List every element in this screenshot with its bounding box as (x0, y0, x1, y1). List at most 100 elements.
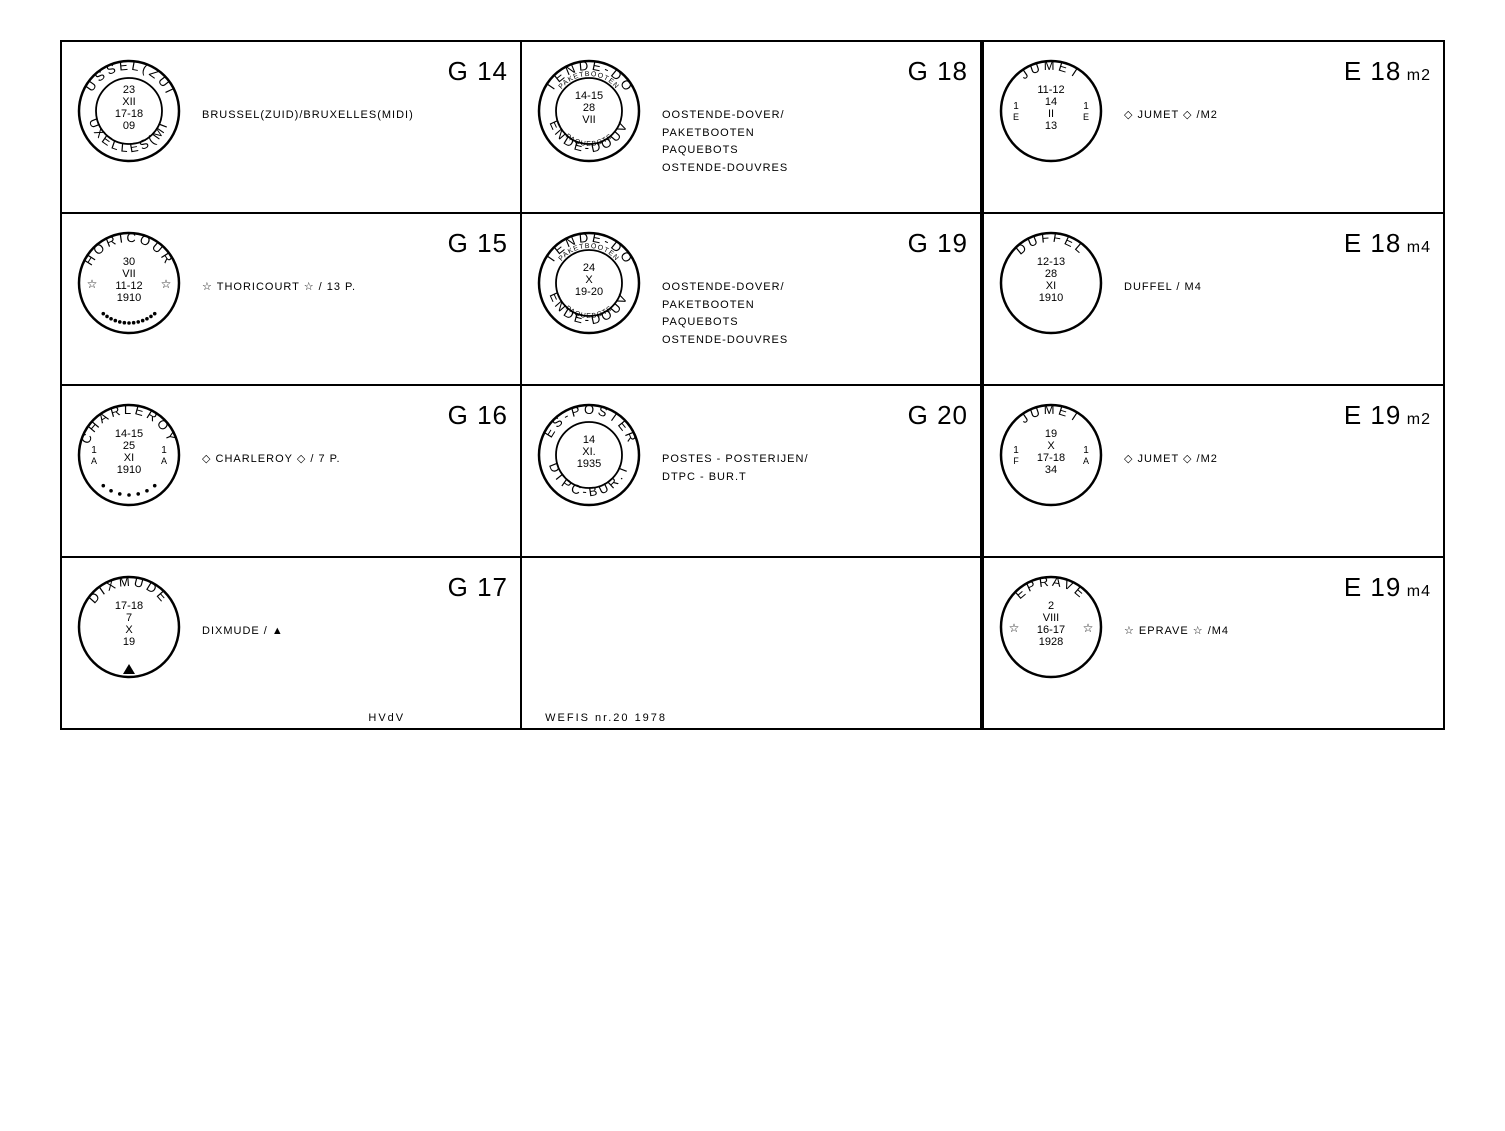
svg-text:1: 1 (1013, 445, 1019, 456)
svg-text:19: 19 (1045, 428, 1057, 440)
postmark: POSTES-POSTERIJENDTPC-BUR.T14XI.1935 (534, 400, 644, 510)
svg-text:X: X (125, 624, 133, 636)
cell-text: G 18OOSTENDE-DOVER/PAKETBOOTENPAQUEBOTSO… (654, 56, 968, 177)
svg-text:JUMET: JUMET (1017, 402, 1084, 426)
svg-text:17-18: 17-18 (115, 108, 143, 120)
svg-text:XII: XII (122, 96, 135, 108)
svg-text:14-15: 14-15 (575, 90, 603, 102)
catalog-desc: ☆ EPRAVE ☆ /m4 (1124, 623, 1431, 641)
cell-empty (522, 558, 980, 728)
row-r4: EPRAVE☆☆2VIII16-171928E 19 m4☆ EPRAVE ☆ … (984, 558, 1443, 728)
cell-g15: THORICOURT☆☆30VII11-121910G 15☆ THORICOU… (62, 214, 522, 384)
catalog-desc: ☆ THORICOURT ☆ / 13 p. (202, 279, 508, 297)
svg-text:13: 13 (1045, 120, 1057, 132)
catalog-desc: BRUSSEL(ZUID)/BRUXELLES(MIDI) (202, 107, 508, 125)
svg-text:E: E (1083, 112, 1089, 122)
cell-g19: OOSTENDE-DOVERPAKETBOOTENOSTENDE-DOUVRES… (522, 214, 980, 384)
footer-right: WEFIS nr.20 1978 (545, 712, 667, 724)
catalog-code: E 18 m2 (1124, 56, 1431, 87)
svg-text:1: 1 (91, 445, 97, 456)
catalog-desc: ◇ JUMET ◇ /m2 (1124, 451, 1431, 469)
catalog-desc: ◇ JUMET ◇ /m2 (1124, 107, 1431, 125)
cell-e18m2: JUMET1E1E11-1214II13E 18 m2◇ JUMET ◇ /m2 (984, 42, 1443, 212)
svg-text:A: A (1083, 456, 1089, 466)
postmark: JUMET1E1E11-1214II13 (996, 56, 1106, 166)
postmark: DIXMUDE17-187X19 (74, 572, 184, 682)
svg-text:VII: VII (122, 268, 135, 280)
svg-text:34: 34 (1045, 464, 1057, 476)
svg-text:1910: 1910 (117, 292, 141, 304)
svg-text:☆: ☆ (1009, 621, 1020, 635)
svg-text:14: 14 (583, 434, 595, 446)
svg-text:XI: XI (1046, 280, 1056, 292)
svg-text:14: 14 (1045, 96, 1057, 108)
left-block: BRUSSEL(ZUID)BRUXELLES(MIDI)23XII17-1809… (62, 42, 984, 728)
svg-text:1: 1 (1013, 101, 1019, 112)
svg-text:X: X (585, 274, 593, 286)
svg-text:A: A (91, 456, 97, 466)
svg-text:24: 24 (583, 262, 595, 274)
cell-text: E 18 m2 ◇ JUMET ◇ /m2 (1116, 56, 1431, 125)
catalog-code: E 19 m4 (1124, 572, 1431, 603)
cell-text: G 14 BRUSSEL(ZUID)/BRUXELLES(MIDI) (194, 56, 508, 125)
row-r2: DUFFEL12-1328XI1910 E 18 m4DUFFEL / m4 (984, 214, 1443, 386)
svg-text:XI.: XI. (582, 446, 595, 458)
svg-text:16-17: 16-17 (1037, 624, 1065, 636)
svg-text:XI: XI (124, 452, 134, 464)
svg-text:1910: 1910 (1039, 292, 1063, 304)
svg-text:☆: ☆ (161, 277, 172, 291)
cell-g14: BRUSSEL(ZUID)BRUXELLES(MIDI)23XII17-1809… (62, 42, 522, 212)
svg-text:1: 1 (161, 445, 167, 456)
svg-text:11-12: 11-12 (115, 280, 142, 292)
row-3: CHARLEROY1A1A14-1525XI1910G 16◇ CHARLERO… (62, 386, 980, 558)
postmark: CHARLEROY1A1A14-1525XI1910 (74, 400, 184, 510)
svg-text:☆: ☆ (1083, 621, 1094, 635)
postmark: JUMET1F1A19X17-1834 (996, 400, 1106, 510)
svg-text:☆: ☆ (87, 277, 98, 291)
postmark: OOSTENDE-DOVERPAKETBOOTENOSTENDE-DOUVRES… (534, 56, 644, 166)
row-1: BRUSSEL(ZUID)BRUXELLES(MIDI)23XII17-1809… (62, 42, 980, 214)
svg-text:7: 7 (126, 612, 132, 624)
row-4: DIXMUDE17-187X19 G 17 DIXMUDE / ▲ (62, 558, 980, 728)
catalog-desc: DUFFEL / m4 (1124, 279, 1431, 297)
postmark: BRUSSEL(ZUID)BRUXELLES(MIDI)23XII17-1809 (74, 56, 184, 166)
cell-text: E 18 m4DUFFEL / m4 (1116, 228, 1431, 297)
svg-text:30: 30 (123, 256, 135, 268)
postmark: OOSTENDE-DOVERPAKETBOOTENOSTENDE-DOUVRES… (534, 228, 644, 338)
svg-text:II: II (1048, 108, 1054, 120)
svg-text:09: 09 (123, 120, 135, 132)
cell-text: E 19 m4 ☆ EPRAVE ☆ /m4 (1116, 572, 1431, 641)
catalog-desc: ◇ CHARLEROY ◇ / 7 p. (202, 451, 508, 469)
cell-text: G 16◇ CHARLEROY ◇ / 7 p. (194, 400, 508, 469)
cell-g16: CHARLEROY1A1A14-1525XI1910G 16◇ CHARLERO… (62, 386, 522, 556)
svg-text:28: 28 (1045, 268, 1057, 280)
catalog-code: G 14 (202, 56, 508, 87)
catalog-code: E 19 m2 (1124, 400, 1431, 431)
svg-text:17-18: 17-18 (1037, 452, 1065, 464)
catalog-code: G 15 (202, 228, 508, 259)
svg-text:JUMET: JUMET (1017, 58, 1084, 82)
svg-text:1: 1 (1083, 445, 1089, 456)
svg-text:VIII: VIII (1043, 612, 1060, 624)
cell-text: G 15 ☆ THORICOURT ☆ / 13 p. (194, 228, 508, 297)
svg-text:17-18: 17-18 (115, 600, 143, 612)
svg-text:11-12: 11-12 (1037, 84, 1064, 96)
cell-g18: OOSTENDE-DOVERPAKETBOOTENOSTENDE-DOUVRES… (522, 42, 980, 212)
catalog-code: G 17 (202, 572, 508, 603)
cell-text: E 19 m2 ◇ JUMET ◇ /m2 (1116, 400, 1431, 469)
footer-left: HVdV (368, 712, 405, 724)
svg-text:25: 25 (123, 440, 135, 452)
row-2: THORICOURT☆☆30VII11-121910G 15☆ THORICOU… (62, 214, 980, 386)
right-block: JUMET1E1E11-1214II13E 18 m2◇ JUMET ◇ /m2… (984, 42, 1443, 728)
cell-text: G 20POSTES - POSTERIJEN/DTPC - BUR.T (654, 400, 968, 486)
svg-text:12-13: 12-13 (1037, 256, 1065, 268)
svg-text:1910: 1910 (117, 464, 141, 476)
svg-text:VII: VII (582, 114, 595, 126)
catalog-desc: DIXMUDE / ▲ (202, 623, 508, 641)
svg-text:1928: 1928 (1039, 636, 1063, 648)
svg-text:23: 23 (123, 84, 135, 96)
svg-text:DUFFEL: DUFFEL (1013, 230, 1090, 258)
svg-text:19: 19 (123, 636, 135, 648)
row-r3: JUMET1F1A19X17-1834E 19 m2◇ JUMET ◇ /m2 (984, 386, 1443, 558)
cell-e19m2: JUMET1F1A19X17-1834E 19 m2◇ JUMET ◇ /m2 (984, 386, 1443, 556)
